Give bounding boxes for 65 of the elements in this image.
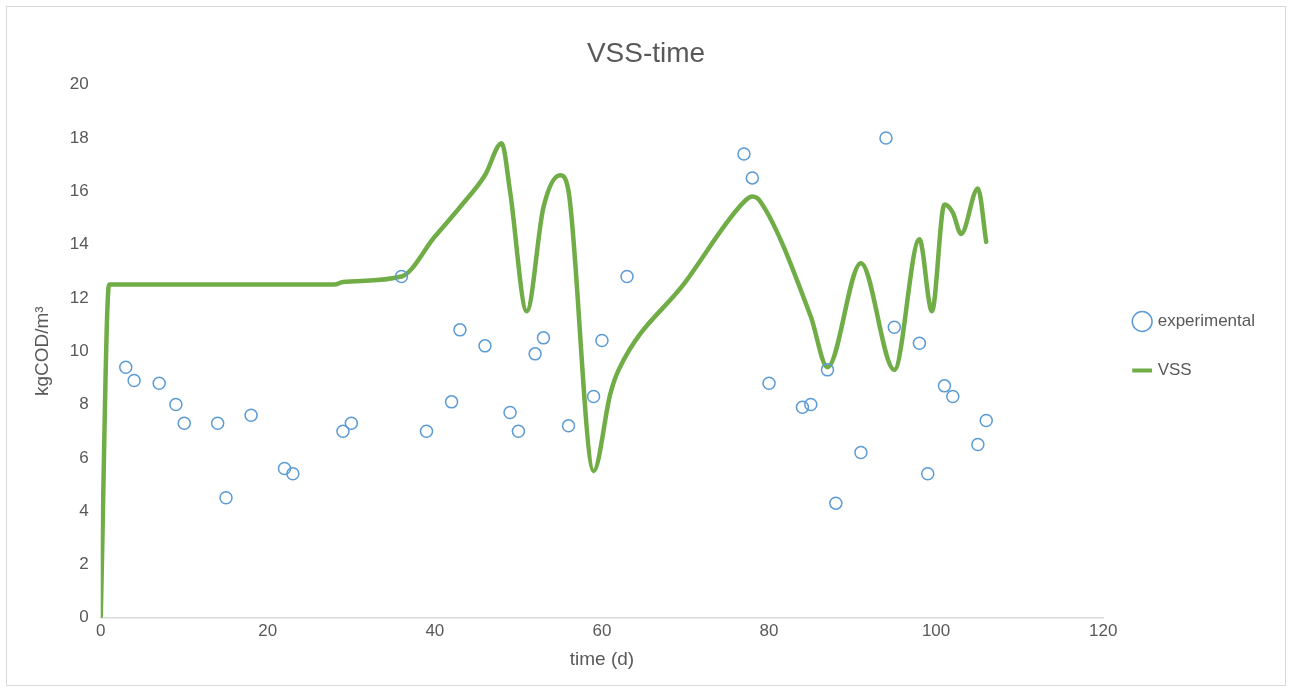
point — [920, 467, 935, 481]
x-axis-title: time (d) — [569, 647, 635, 669]
x-tick-label: 100 — [921, 620, 951, 640]
x-tick-label: 40 — [425, 620, 445, 640]
point — [804, 397, 818, 412]
point — [595, 333, 609, 348]
point — [119, 360, 133, 374]
x-tick-label: 0 — [95, 620, 106, 640]
point — [879, 131, 893, 145]
y-tick-label: 0 — [79, 607, 89, 627]
point — [762, 376, 776, 390]
point — [971, 437, 985, 452]
y-tick-label: 14 — [69, 234, 89, 254]
point — [912, 336, 927, 350]
point — [937, 379, 952, 393]
point — [277, 461, 292, 476]
y-tick-label: 8 — [79, 394, 89, 414]
point — [820, 363, 835, 377]
x-tick-label: 120 — [1088, 620, 1118, 640]
point — [336, 424, 350, 438]
point — [620, 269, 634, 284]
y-tick-label: 20 — [69, 74, 89, 94]
point — [478, 339, 492, 353]
y-axis-title: kgCOD/m³ — [30, 306, 52, 397]
legend-label: experimental — [1157, 311, 1255, 331]
point — [887, 320, 902, 334]
point — [244, 408, 258, 422]
point — [177, 416, 191, 430]
point — [528, 347, 542, 361]
point — [511, 424, 526, 438]
point — [854, 445, 868, 460]
point — [503, 405, 517, 420]
line-series — [100, 141, 989, 618]
point — [586, 389, 601, 404]
point — [946, 389, 960, 404]
point — [127, 373, 141, 388]
y-tick-label: 10 — [69, 340, 89, 360]
point — [561, 419, 576, 433]
point — [453, 323, 467, 337]
point — [419, 424, 434, 438]
point — [745, 171, 760, 185]
point — [979, 413, 993, 428]
y-tick-label: 16 — [69, 180, 89, 200]
point — [394, 269, 409, 284]
point — [210, 416, 225, 430]
point — [286, 467, 300, 481]
y-tick-label: 2 — [79, 554, 89, 574]
point — [169, 397, 183, 412]
x-tick-label: 20 — [258, 620, 278, 640]
point — [344, 416, 359, 430]
point — [737, 147, 751, 161]
point — [536, 331, 551, 345]
y-tick-label: 4 — [79, 500, 89, 520]
x-tick-label: 60 — [592, 620, 612, 640]
point — [795, 400, 810, 414]
x-tick-label: 80 — [759, 620, 779, 640]
point — [219, 491, 233, 505]
point — [152, 376, 166, 390]
chart-title: VSS-time — [586, 36, 706, 68]
legend-label: VSS — [1157, 360, 1192, 380]
point — [829, 496, 843, 510]
y-tick-label: 6 — [79, 447, 89, 467]
point — [444, 395, 459, 409]
y-tick-label: 18 — [69, 127, 89, 147]
y-tick-label: 12 — [69, 287, 89, 307]
